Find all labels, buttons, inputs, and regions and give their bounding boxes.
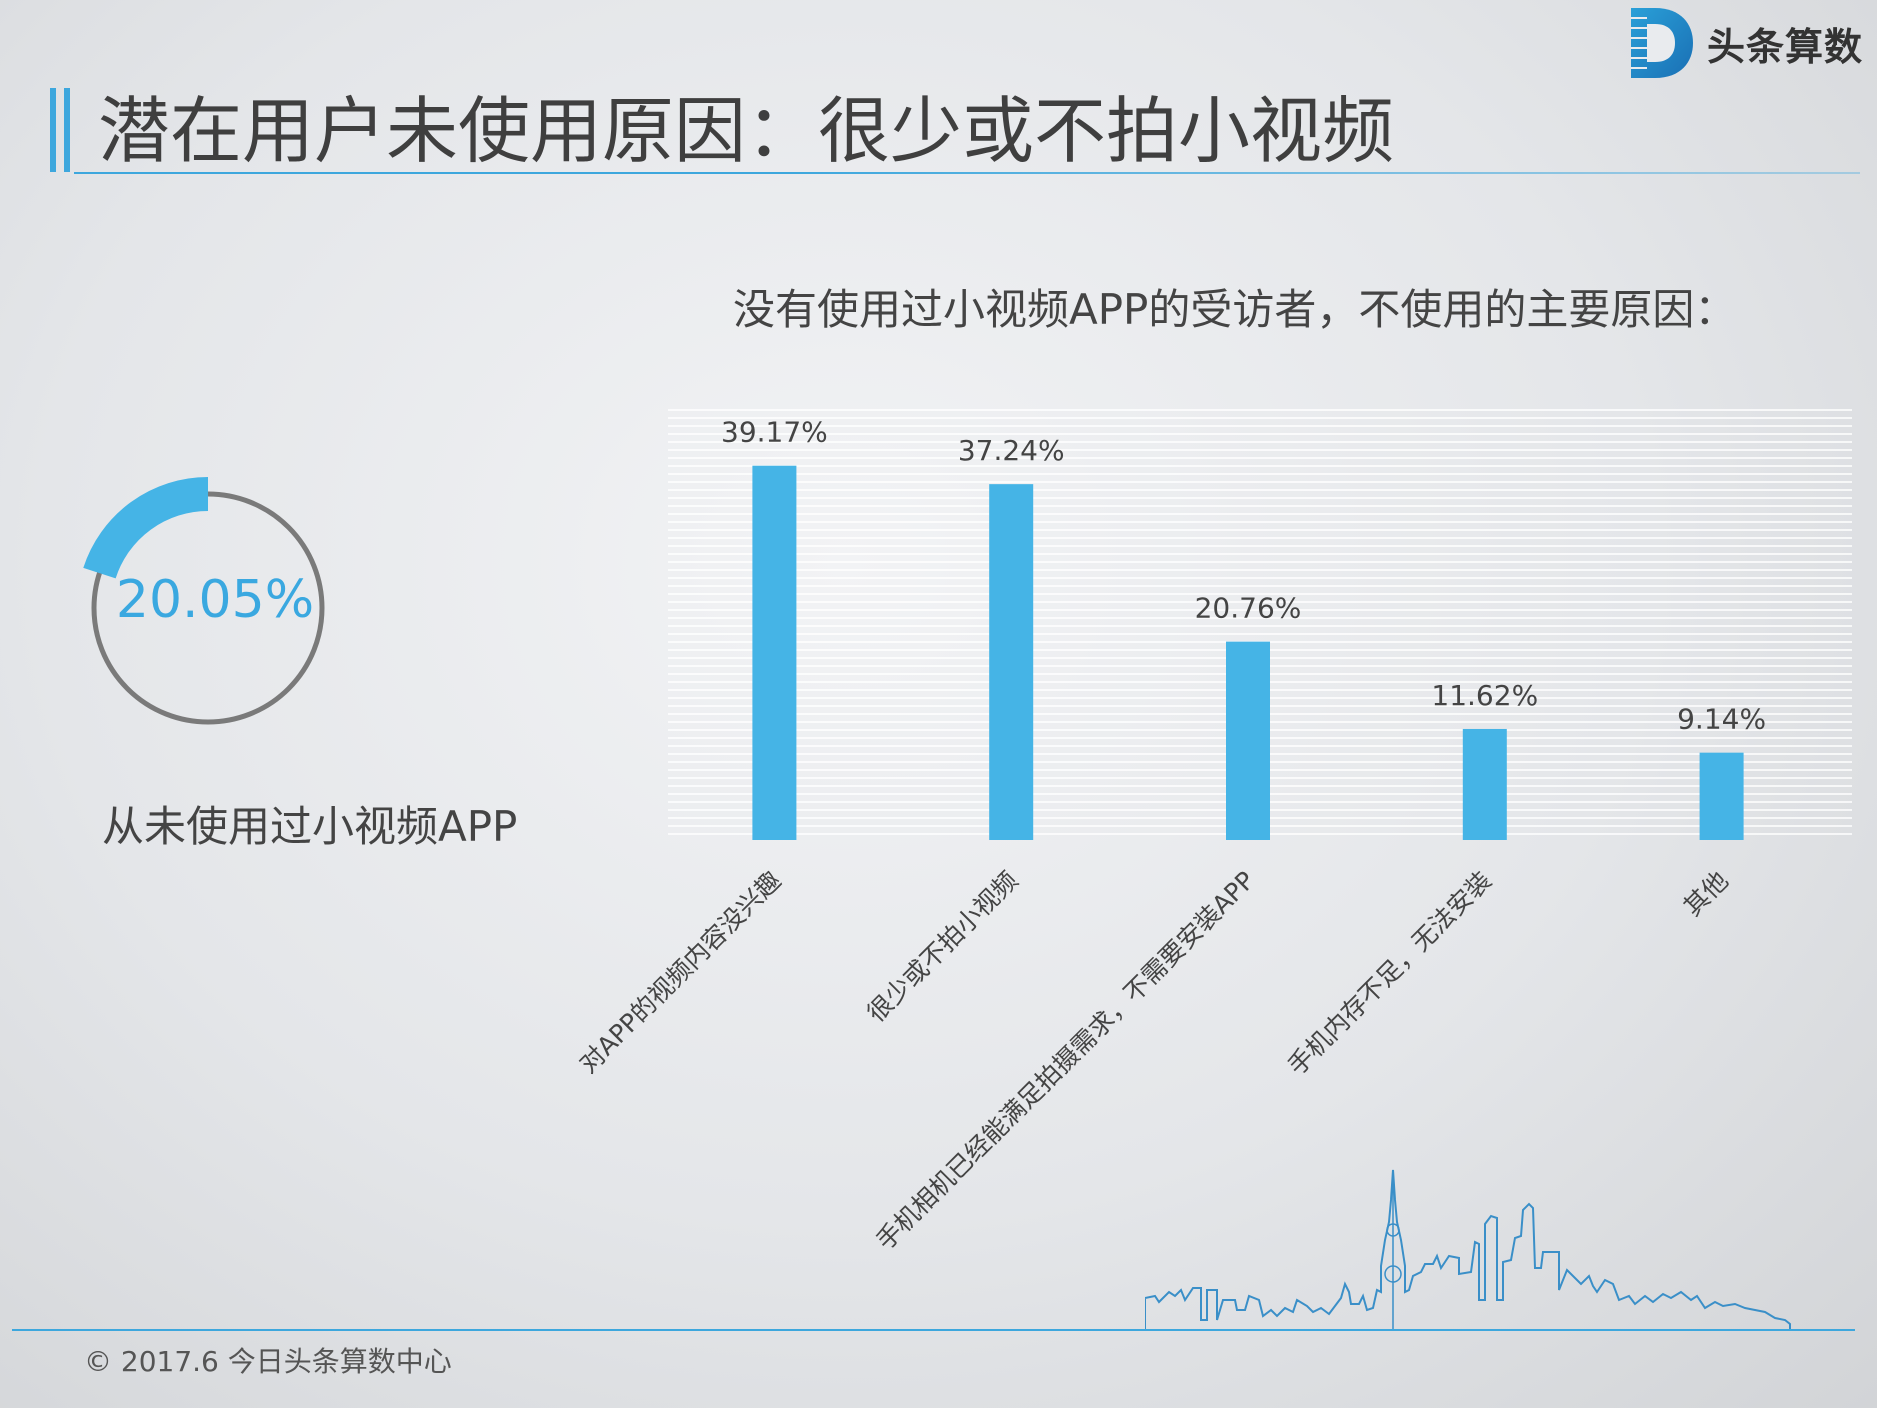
category-label: 其他 xyxy=(1678,866,1734,922)
bar xyxy=(1699,752,1744,840)
bar-value-label: 11.62% xyxy=(1431,679,1538,712)
summary-value: 20.05% xyxy=(115,570,315,630)
chart-bars xyxy=(752,465,1744,840)
brand: 头条算数 xyxy=(1625,4,1863,82)
chart-value-labels: 39.17% 37.24% 20.76% 11.62% 9.14% xyxy=(721,416,1766,736)
category-label: 手机内存不足，无法安装 xyxy=(1282,866,1497,1081)
bar-value-label: 20.76% xyxy=(1195,592,1302,625)
bar xyxy=(752,465,797,840)
title-accent-bar xyxy=(64,88,70,172)
summary-donut xyxy=(83,477,325,725)
title-bar: 潜在用户未使用原因：很少或不拍小视频 xyxy=(50,86,1860,176)
copyright: © 2017.6 今日头条算数中心 xyxy=(84,1345,452,1378)
city-skyline-illustration xyxy=(1145,1169,1791,1330)
category-label: 对APP的视频内容没兴趣 xyxy=(574,866,787,1079)
title-underline xyxy=(74,172,1860,174)
bar-value-label: 9.14% xyxy=(1677,703,1766,736)
brand-name: 头条算数 xyxy=(1706,24,1863,69)
bar-value-label: 39.17% xyxy=(721,416,828,449)
donut-arc xyxy=(83,477,209,579)
category-label: 很少或不拍小视频 xyxy=(862,866,1024,1028)
bar xyxy=(989,484,1034,840)
bar-value-label: 37.24% xyxy=(958,434,1065,467)
bar xyxy=(1462,728,1507,840)
title-accent-bar xyxy=(50,88,56,172)
summary-caption: 从未使用过小视频APP xyxy=(102,802,518,851)
footer-line xyxy=(12,1329,1855,1331)
bar xyxy=(1226,641,1270,840)
chart-title: 没有使用过小视频APP的受访者，不使用的主要原因： xyxy=(733,285,1737,334)
page-title: 潜在用户未使用原因：很少或不拍小视频 xyxy=(98,89,1395,173)
d-logo-icon xyxy=(1630,8,1693,78)
